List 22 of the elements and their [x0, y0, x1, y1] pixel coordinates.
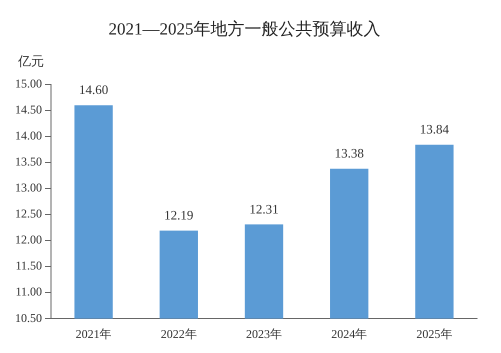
y-tick-label: 11.00 [15, 284, 42, 299]
chart-title: 2021—2025年地方一般公共预算收入 [108, 20, 380, 39]
y-axis-title: 亿元 [17, 53, 44, 68]
y-tick-label: 14.50 [15, 102, 42, 117]
data-label: 12.19 [164, 208, 194, 223]
y-tick-label: 12.50 [15, 206, 42, 221]
x-tick-label: 2021年 [76, 326, 112, 341]
x-tick-label: 2025年 [416, 326, 452, 341]
y-tick-label: 12.00 [15, 232, 42, 247]
x-tick-label: 2022年 [160, 326, 197, 341]
y-tick-label: 13.50 [15, 154, 42, 169]
data-label: 13.84 [420, 122, 450, 137]
data-label: 14.60 [78, 82, 108, 98]
data-label: 13.38 [334, 146, 364, 161]
y-tick-label: 14.00 [15, 128, 42, 143]
x-tick-label: 2024年 [331, 326, 368, 341]
y-tick-label: 11.50 [15, 258, 42, 273]
x-tick-label: 2023年 [246, 326, 282, 341]
y-tick-label: 10.50 [15, 310, 42, 325]
y-tick-label: 15.00 [15, 76, 42, 91]
y-tick-label: 13.00 [15, 180, 42, 195]
data-label: 12.31 [249, 201, 279, 216]
